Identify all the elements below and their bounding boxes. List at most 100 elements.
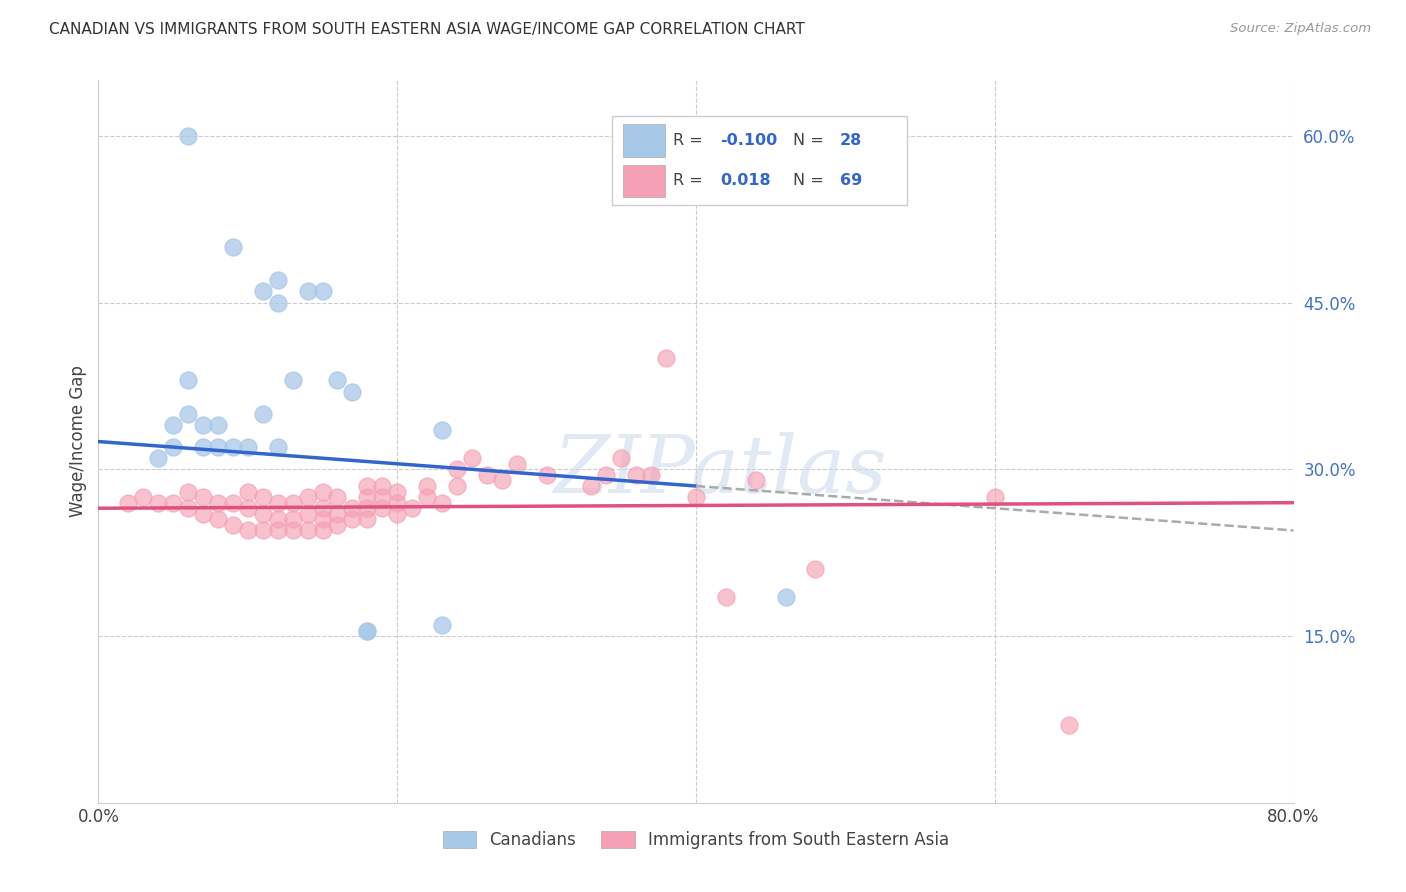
Point bbox=[326, 517, 349, 532]
Point bbox=[132, 490, 155, 504]
Point bbox=[281, 524, 304, 538]
Point bbox=[236, 440, 259, 454]
Point bbox=[385, 496, 409, 510]
Point bbox=[297, 285, 319, 299]
Point bbox=[342, 384, 364, 399]
Point bbox=[626, 467, 648, 482]
Point bbox=[148, 451, 170, 466]
Point bbox=[311, 285, 333, 299]
Point bbox=[430, 496, 453, 510]
Point bbox=[267, 496, 290, 510]
Text: CANADIAN VS IMMIGRANTS FROM SOUTH EASTERN ASIA WAGE/INCOME GAP CORRELATION CHART: CANADIAN VS IMMIGRANTS FROM SOUTH EASTER… bbox=[49, 22, 806, 37]
Point bbox=[191, 490, 214, 504]
Text: Source: ZipAtlas.com: Source: ZipAtlas.com bbox=[1230, 22, 1371, 36]
Y-axis label: Wage/Income Gap: Wage/Income Gap bbox=[69, 366, 87, 517]
Point bbox=[581, 479, 603, 493]
Point bbox=[356, 501, 378, 516]
Point bbox=[207, 496, 229, 510]
Point bbox=[714, 590, 737, 604]
Text: R =: R = bbox=[673, 173, 713, 188]
Point bbox=[984, 490, 1007, 504]
Point bbox=[281, 512, 304, 526]
Point bbox=[685, 490, 707, 504]
Text: 28: 28 bbox=[839, 133, 862, 148]
Point bbox=[252, 285, 274, 299]
Point bbox=[252, 507, 274, 521]
Point bbox=[610, 451, 633, 466]
Point bbox=[461, 451, 484, 466]
Point bbox=[222, 240, 245, 254]
Point bbox=[342, 501, 364, 516]
Point bbox=[297, 507, 319, 521]
Text: -0.100: -0.100 bbox=[720, 133, 778, 148]
Point bbox=[191, 417, 214, 432]
Point bbox=[356, 490, 378, 504]
Text: ZIPatlas: ZIPatlas bbox=[553, 432, 887, 509]
Point bbox=[416, 479, 439, 493]
Point bbox=[311, 484, 333, 499]
Point bbox=[222, 496, 245, 510]
Point bbox=[401, 501, 423, 516]
Text: R =: R = bbox=[673, 133, 707, 148]
Point bbox=[252, 490, 274, 504]
Point bbox=[236, 484, 259, 499]
Text: 0.018: 0.018 bbox=[720, 173, 770, 188]
Point bbox=[177, 501, 200, 516]
Point bbox=[595, 467, 617, 482]
Point bbox=[162, 496, 184, 510]
Point bbox=[371, 501, 394, 516]
Point bbox=[356, 512, 378, 526]
Point bbox=[356, 624, 378, 638]
Point bbox=[326, 373, 349, 387]
Point bbox=[356, 479, 378, 493]
Point bbox=[430, 424, 453, 438]
Text: N =: N = bbox=[793, 133, 828, 148]
Point bbox=[222, 440, 245, 454]
Point bbox=[267, 273, 290, 287]
Point bbox=[356, 624, 378, 638]
Point bbox=[281, 373, 304, 387]
Point bbox=[491, 474, 513, 488]
Point bbox=[371, 490, 394, 504]
FancyBboxPatch shape bbox=[623, 124, 665, 157]
Point bbox=[207, 440, 229, 454]
Point bbox=[162, 440, 184, 454]
Point bbox=[281, 496, 304, 510]
Point bbox=[207, 417, 229, 432]
Point bbox=[311, 501, 333, 516]
Point bbox=[267, 295, 290, 310]
Point bbox=[267, 524, 290, 538]
Point bbox=[177, 407, 200, 421]
Point bbox=[177, 128, 200, 143]
Point bbox=[252, 524, 274, 538]
Point bbox=[342, 512, 364, 526]
Point bbox=[207, 512, 229, 526]
Text: N =: N = bbox=[793, 173, 828, 188]
Point bbox=[506, 457, 529, 471]
Point bbox=[640, 467, 662, 482]
Point bbox=[446, 479, 468, 493]
Point bbox=[745, 474, 768, 488]
Point bbox=[536, 467, 558, 482]
Point bbox=[385, 484, 409, 499]
Point bbox=[655, 351, 678, 366]
Point bbox=[416, 490, 439, 504]
Point bbox=[385, 507, 409, 521]
Point bbox=[326, 490, 349, 504]
FancyBboxPatch shape bbox=[623, 164, 665, 196]
Point bbox=[446, 462, 468, 476]
Point bbox=[162, 417, 184, 432]
Point bbox=[236, 501, 259, 516]
Point bbox=[267, 440, 290, 454]
Point bbox=[191, 507, 214, 521]
Point bbox=[297, 490, 319, 504]
Legend: Canadians, Immigrants from South Eastern Asia: Canadians, Immigrants from South Eastern… bbox=[436, 824, 956, 856]
Point bbox=[475, 467, 498, 482]
Point bbox=[267, 512, 290, 526]
Point bbox=[775, 590, 797, 604]
Point bbox=[222, 517, 245, 532]
Point bbox=[148, 496, 170, 510]
Point bbox=[311, 524, 333, 538]
Point bbox=[804, 562, 827, 576]
Point bbox=[297, 524, 319, 538]
